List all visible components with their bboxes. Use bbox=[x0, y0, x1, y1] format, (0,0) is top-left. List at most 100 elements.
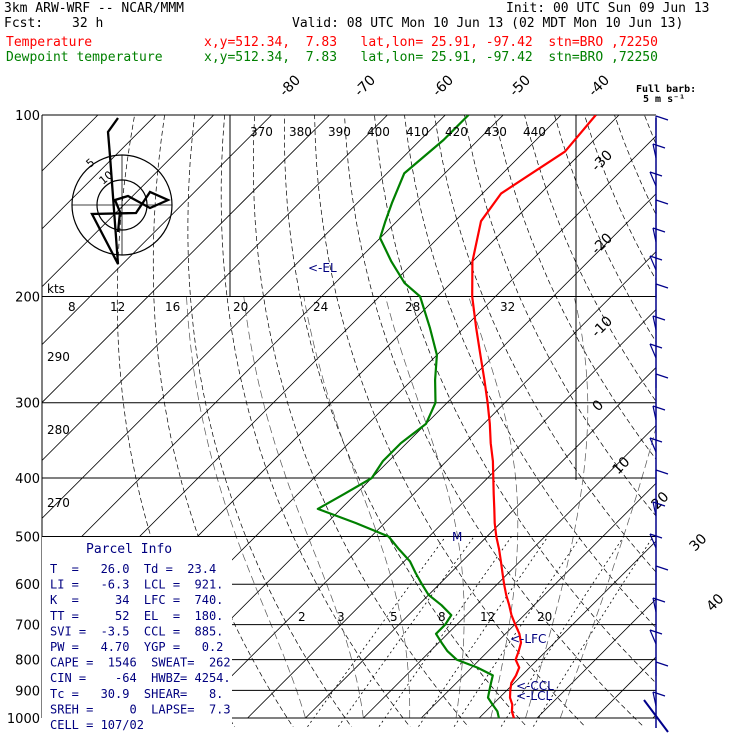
forecast-hour: 32 h bbox=[72, 16, 104, 31]
wind-barb-flag bbox=[649, 629, 663, 635]
wind-barb bbox=[649, 255, 657, 271]
mixing-ratio-label: 8 bbox=[438, 610, 446, 624]
mixing-ratio-label: 32 bbox=[500, 300, 515, 314]
temperature-tick-label: 30 bbox=[687, 531, 711, 555]
mixing-ratio-label: 2 bbox=[298, 610, 306, 624]
wind-barb-flag bbox=[655, 283, 669, 289]
isotherm-line bbox=[652, 714, 656, 719]
parcel-info: Parcel Info T = 26.0 Td = 23.4 LI = -6.3 L… bbox=[42, 537, 232, 732]
dewpoint-legend: Dewpoint temperature bbox=[6, 50, 163, 65]
wind-barb bbox=[652, 691, 657, 707]
wind-barb-flag bbox=[649, 437, 663, 443]
temperature-tick-label: 20 bbox=[649, 489, 673, 513]
temperature-tick-label: -60 bbox=[430, 72, 457, 99]
isotherm-line bbox=[247, 309, 656, 719]
mixing-ratio-label: 16 bbox=[165, 300, 180, 314]
forecast-label: Fcst: bbox=[4, 16, 44, 31]
wind-barb-flag bbox=[652, 227, 666, 233]
mixing-ratio-label: 20 bbox=[537, 610, 552, 624]
parcel-info-row: T = 26.0 Td = 23.4 bbox=[50, 562, 216, 576]
moist-adiabat bbox=[243, 296, 364, 719]
wind-barb bbox=[649, 629, 657, 645]
dry-adiabat bbox=[734, 115, 740, 731]
sounding-traces bbox=[316, 115, 597, 719]
isotherm-line bbox=[42, 115, 157, 230]
isotherm-line bbox=[42, 115, 214, 288]
parcel-info-row: SVI = -3.5 CCL = 885. bbox=[50, 624, 223, 638]
wind-barb-flag bbox=[652, 501, 666, 507]
pressure-tick-label: 700 bbox=[15, 619, 40, 634]
mixing-ratio-label: 20 bbox=[233, 300, 248, 314]
theta-label: 400 bbox=[367, 125, 390, 139]
parcel-info-row: CELL = 107/02 bbox=[50, 718, 144, 732]
wind-barb bbox=[649, 437, 657, 453]
theta-label: 380 bbox=[289, 125, 312, 139]
lfc-marker: <-LFC bbox=[510, 632, 546, 646]
wind-barb-flag bbox=[649, 533, 663, 539]
wind-barb-flag bbox=[655, 661, 669, 667]
temperature-tick-label: -10 bbox=[589, 313, 616, 340]
mixing-ratio-label: 28 bbox=[405, 300, 420, 314]
dry-adiabat bbox=[554, 115, 656, 343]
theta-label: 370 bbox=[250, 125, 273, 139]
dry-adiabat bbox=[220, 115, 411, 727]
wind-barb-flag bbox=[652, 143, 666, 149]
dewpoint-trace bbox=[316, 115, 500, 719]
mixing-ratio-line bbox=[378, 536, 512, 727]
dry-adiabat bbox=[464, 115, 656, 517]
wind-barb bbox=[649, 343, 657, 359]
pressure-tick-label: 600 bbox=[15, 578, 40, 593]
wind-barb bbox=[652, 501, 657, 517]
wind-barb bbox=[652, 227, 657, 243]
mixing-ratio-label: 12 bbox=[110, 300, 125, 314]
temperature-tick-label: -40 bbox=[586, 72, 613, 99]
annotations: <-EL <-LFC <-CCL<-LCL M bbox=[308, 261, 554, 703]
mixing-ratio-label: 5 bbox=[390, 610, 398, 624]
moist-adiabat bbox=[186, 296, 306, 719]
temperature-trace bbox=[471, 115, 597, 719]
wind-barb-flag bbox=[652, 315, 666, 321]
mixing-ratio-line bbox=[306, 536, 446, 727]
wind-barb-flag bbox=[649, 255, 663, 261]
theta-label: 430 bbox=[484, 125, 507, 139]
dry-adiabat bbox=[374, 115, 656, 684]
pressure-tick-label: 100 bbox=[15, 109, 40, 124]
wind-barb bbox=[652, 405, 657, 421]
dry-adiabat bbox=[524, 115, 656, 402]
ccl-marker: <-CCL bbox=[516, 679, 554, 693]
pressure-tick-label: 500 bbox=[15, 530, 40, 545]
wind-barb bbox=[652, 143, 657, 159]
theta-label: 440 bbox=[523, 125, 546, 139]
isotherm-line bbox=[305, 366, 656, 719]
isotherm-line bbox=[131, 193, 656, 719]
hodograph-units-label: kts bbox=[47, 282, 65, 296]
parcel-info-title: Parcel Info bbox=[86, 542, 172, 557]
mixing-ratio-label: 8 bbox=[68, 300, 76, 314]
pressure-tick-label: 300 bbox=[15, 397, 40, 412]
theta-e-label: 290 bbox=[47, 350, 70, 364]
mixing-ratio-line bbox=[417, 536, 549, 727]
pressure-tick-label: 400 bbox=[15, 472, 40, 487]
wind-barb-flag bbox=[655, 565, 669, 571]
temperature-tick-label: -80 bbox=[277, 72, 304, 99]
theta-e-label: 280 bbox=[47, 423, 70, 437]
parcel-info-row: PW = 4.70 YGP = 0.2 bbox=[50, 640, 223, 654]
mixing-ratio-line bbox=[453, 536, 582, 727]
wind-barb-flag bbox=[649, 171, 663, 177]
init-time: Init: 00 UTC Sun 09 Jun 13 bbox=[506, 1, 710, 16]
theta-e-label: 270 bbox=[47, 496, 70, 510]
pressure-tick-label: 900 bbox=[15, 684, 40, 699]
temperature-tick-label: -70 bbox=[352, 72, 379, 99]
barb-key-title: Full barb: bbox=[636, 84, 697, 95]
mixing-ratio-label: 12 bbox=[480, 610, 495, 624]
pressure-tick-label: 1000 bbox=[7, 712, 40, 727]
parcel-info-box bbox=[42, 537, 232, 727]
isotherm-line bbox=[42, 115, 446, 519]
dry-adiabat bbox=[404, 115, 656, 629]
m-marker: M bbox=[452, 530, 462, 544]
wind-barb-flag bbox=[652, 597, 666, 603]
wind-barb-flag bbox=[655, 469, 669, 475]
wind-barb-flag bbox=[655, 199, 669, 205]
wind-barb-surface bbox=[643, 699, 669, 733]
